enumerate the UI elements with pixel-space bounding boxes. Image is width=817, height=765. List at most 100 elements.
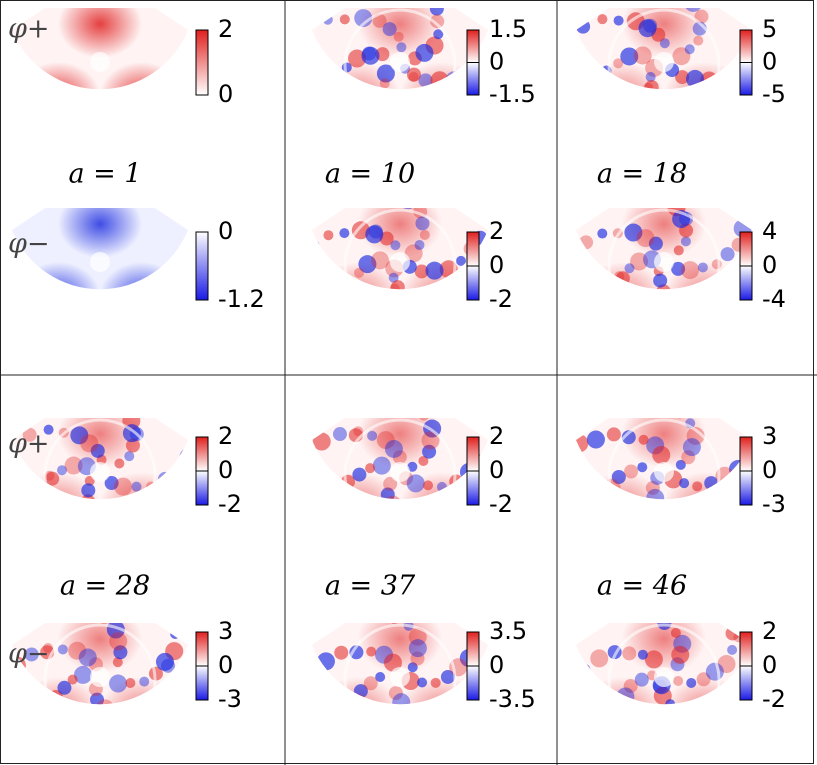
colorbar xyxy=(195,231,209,301)
field-spot xyxy=(633,46,652,65)
colorbar-label: -5 xyxy=(762,80,786,108)
parameter-label: a = 37 xyxy=(325,571,416,602)
field-ring xyxy=(607,418,721,500)
field-ring xyxy=(343,208,457,290)
colorbar-label: 0 xyxy=(762,456,777,484)
field-spot xyxy=(686,69,705,88)
field-spot xyxy=(388,686,403,701)
field-spot xyxy=(621,430,636,445)
field-spot xyxy=(115,524,125,534)
field-spot xyxy=(24,647,39,662)
field-spot xyxy=(652,445,671,464)
field-spot xyxy=(686,426,705,445)
field-spot xyxy=(720,247,735,262)
field-lobe xyxy=(99,262,184,290)
field-spot xyxy=(396,291,410,305)
field-lobe xyxy=(622,208,706,258)
field-spot xyxy=(171,465,186,480)
field-spot xyxy=(352,467,367,482)
field-spot xyxy=(90,692,105,705)
field-spot xyxy=(375,671,386,682)
colorbar-label: 0 xyxy=(762,48,777,76)
field-spot xyxy=(407,296,425,314)
field-center xyxy=(654,252,674,272)
field-center xyxy=(90,462,110,482)
colorbar xyxy=(195,29,209,96)
field-spot xyxy=(440,669,455,684)
field-lobe xyxy=(580,677,665,705)
field-spot xyxy=(22,427,37,442)
field-spot xyxy=(395,610,405,620)
parameter-label: a = 10 xyxy=(325,159,415,190)
colorbar-label: -3 xyxy=(218,685,242,713)
parameter-label: a = 18 xyxy=(597,159,687,190)
field-spot xyxy=(406,705,416,715)
field-spot xyxy=(316,652,335,671)
field-spot xyxy=(322,14,333,25)
field-spot xyxy=(88,604,98,614)
field-spot xyxy=(630,252,649,271)
field-spot xyxy=(344,302,362,320)
field-spot xyxy=(657,623,672,631)
field-spot xyxy=(698,305,708,315)
field-lobe xyxy=(16,62,101,90)
field-spot xyxy=(354,9,373,28)
panel-block: 2 0 0 -1.2 a = 1 1.5 0 -1.5 2 0 -2 a = 10 5 0 -5 4 0 -4 a … xyxy=(8,8,786,325)
colorbar-label: -2 xyxy=(489,490,513,518)
panel: 2 0 0 -1.2 a = 1 xyxy=(12,8,265,313)
field-spot xyxy=(719,69,730,80)
field-spot xyxy=(448,717,462,731)
field-spot xyxy=(365,736,379,750)
field-spot xyxy=(717,655,736,674)
field-spot xyxy=(620,47,639,66)
field-spot xyxy=(44,714,62,732)
field-ring xyxy=(607,8,721,90)
field-spot xyxy=(84,475,95,486)
field-lobe xyxy=(622,8,706,58)
field-spot xyxy=(421,431,440,450)
field-image xyxy=(576,623,752,705)
field-spot xyxy=(646,488,665,500)
field-spot xyxy=(692,481,703,492)
field-lobe xyxy=(622,623,706,673)
field-spot xyxy=(433,29,444,40)
panel-block: 2 0 -2 3 0 -3 a = 28 2 0 -2 3.5 0 -3.5 a = 37 3 0 -3 2 0 -2… xyxy=(8,406,786,750)
field-spot xyxy=(444,308,454,318)
field-spot xyxy=(45,701,64,705)
field-spot xyxy=(348,49,367,68)
field-spot xyxy=(57,733,67,743)
field-spot xyxy=(384,439,403,458)
field-spot xyxy=(436,481,447,492)
field-spot xyxy=(648,236,663,251)
field-ring xyxy=(607,208,721,290)
colorbar-label: 0 xyxy=(489,651,504,679)
field-spot xyxy=(609,307,627,325)
field-spot xyxy=(388,272,399,283)
field-spot xyxy=(390,280,405,290)
field-spot xyxy=(671,261,686,276)
field-spot xyxy=(658,503,668,513)
field-spot xyxy=(619,704,630,705)
colorbar-label: 0 xyxy=(489,456,504,484)
field-spot xyxy=(705,662,724,681)
field-spot xyxy=(616,687,635,705)
phi-plus-label: φ+ xyxy=(8,429,50,460)
field-spot xyxy=(376,64,395,83)
field-spot xyxy=(170,629,181,640)
colorbar-label: 2 xyxy=(489,422,504,450)
field-spot xyxy=(372,13,387,28)
field-spot xyxy=(372,456,391,475)
field-spot xyxy=(681,406,691,416)
field-spot xyxy=(672,47,691,66)
field-spot xyxy=(637,649,648,660)
field-spot xyxy=(675,70,690,85)
field-spot xyxy=(64,456,83,475)
field-image xyxy=(576,8,752,90)
field-spot xyxy=(613,58,624,69)
field-spot xyxy=(659,38,670,49)
field-spot xyxy=(613,15,624,26)
field-spot xyxy=(644,650,663,669)
field-center xyxy=(390,252,410,272)
colorbar-label: 0 xyxy=(218,217,233,245)
field-spot xyxy=(656,284,671,290)
